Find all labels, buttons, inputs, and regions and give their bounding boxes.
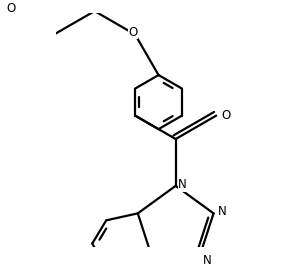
Text: N: N (178, 178, 187, 191)
Text: O: O (7, 2, 16, 15)
Text: O: O (128, 26, 137, 39)
Text: N: N (203, 254, 212, 267)
Text: O: O (222, 109, 231, 122)
Text: N: N (218, 204, 226, 218)
